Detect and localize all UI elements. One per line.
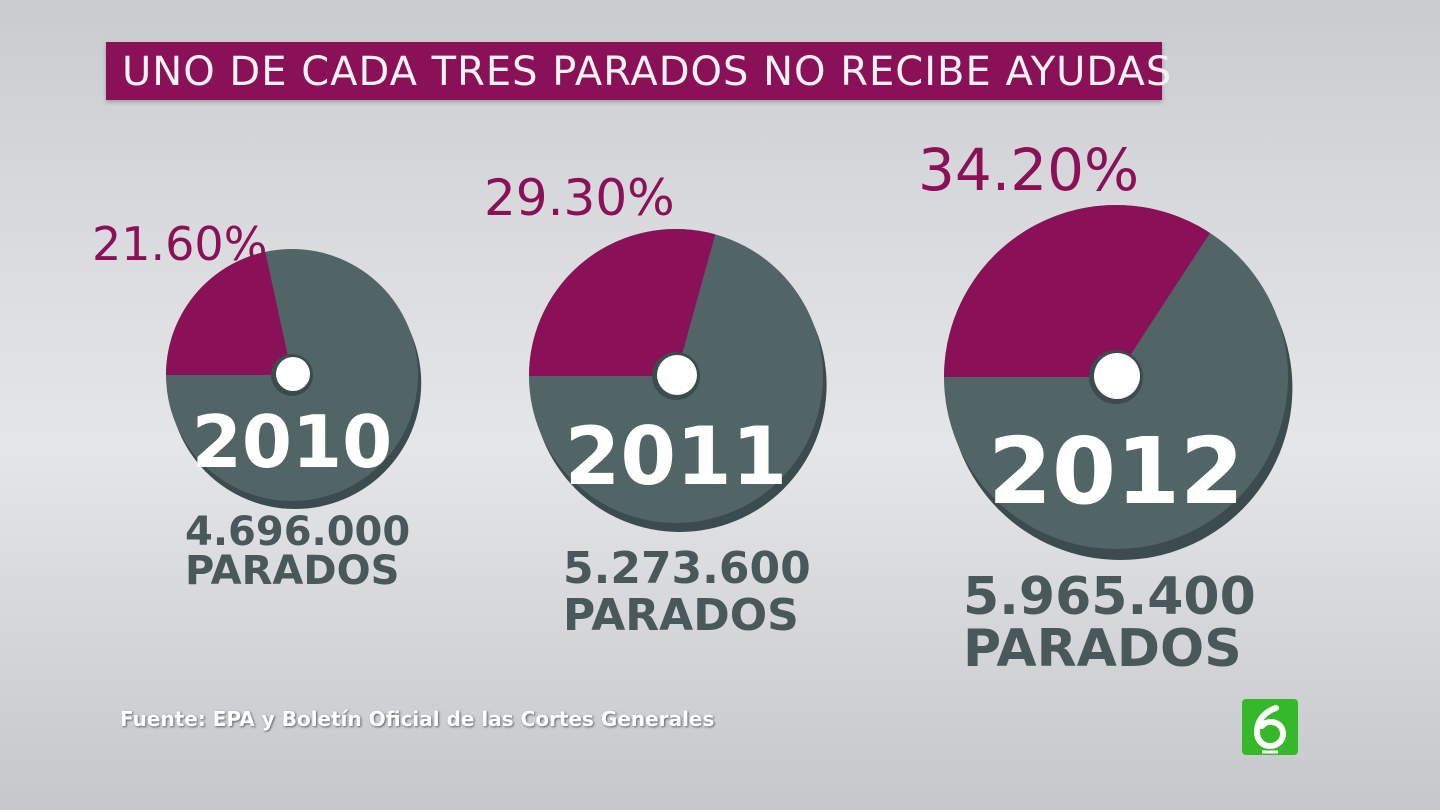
year-label: 2012 bbox=[988, 418, 1244, 525]
unemployed-count: 5.273.600 bbox=[563, 543, 811, 594]
percent-label: 21.60% bbox=[92, 217, 267, 271]
chart-title: UNO DE CADA TRES PARADOS NO RECIBE AYUDA… bbox=[122, 49, 1173, 95]
source-note: Fuente: EPA y Boletín Oficial de las Cor… bbox=[120, 707, 715, 731]
year-label: 2011 bbox=[565, 410, 788, 503]
year-label: 2010 bbox=[192, 400, 392, 484]
la-sexta-logo-icon bbox=[1242, 699, 1298, 755]
donut-hole bbox=[276, 357, 310, 391]
donut-hole bbox=[657, 355, 697, 395]
donut-slice-no-aid bbox=[166, 251, 292, 375]
unemployed-label: PARADOS bbox=[185, 548, 399, 594]
percent-label: 34.20% bbox=[918, 136, 1139, 204]
title-bar: UNO DE CADA TRES PARADOS NO RECIBE AYUDA… bbox=[106, 42, 1171, 100]
unemployed-label: PARADOS bbox=[963, 619, 1242, 679]
unemployed-count: 5.965.400 bbox=[963, 567, 1256, 627]
donut-slice-no-aid bbox=[944, 204, 1210, 377]
donut-hole bbox=[1094, 353, 1140, 399]
donut-slice-no-aid bbox=[529, 229, 716, 376]
unemployed-count: 4.696.000 bbox=[185, 509, 410, 555]
unemployed-label: PARADOS bbox=[563, 590, 799, 641]
percent-label: 29.30% bbox=[484, 169, 675, 227]
